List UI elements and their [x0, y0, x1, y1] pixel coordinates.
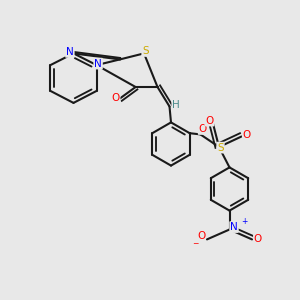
Text: N: N	[66, 47, 74, 57]
Text: S: S	[142, 46, 149, 56]
Text: O: O	[243, 130, 251, 140]
Text: O: O	[197, 231, 205, 242]
Text: O: O	[111, 93, 120, 103]
Text: +: +	[241, 218, 247, 226]
Text: −: −	[192, 239, 199, 248]
Text: O: O	[205, 116, 214, 126]
Text: S: S	[217, 142, 224, 153]
Text: O: O	[199, 124, 207, 134]
Text: N: N	[230, 222, 238, 232]
Text: N: N	[94, 58, 102, 69]
Text: O: O	[254, 234, 262, 244]
Text: H: H	[172, 100, 180, 110]
